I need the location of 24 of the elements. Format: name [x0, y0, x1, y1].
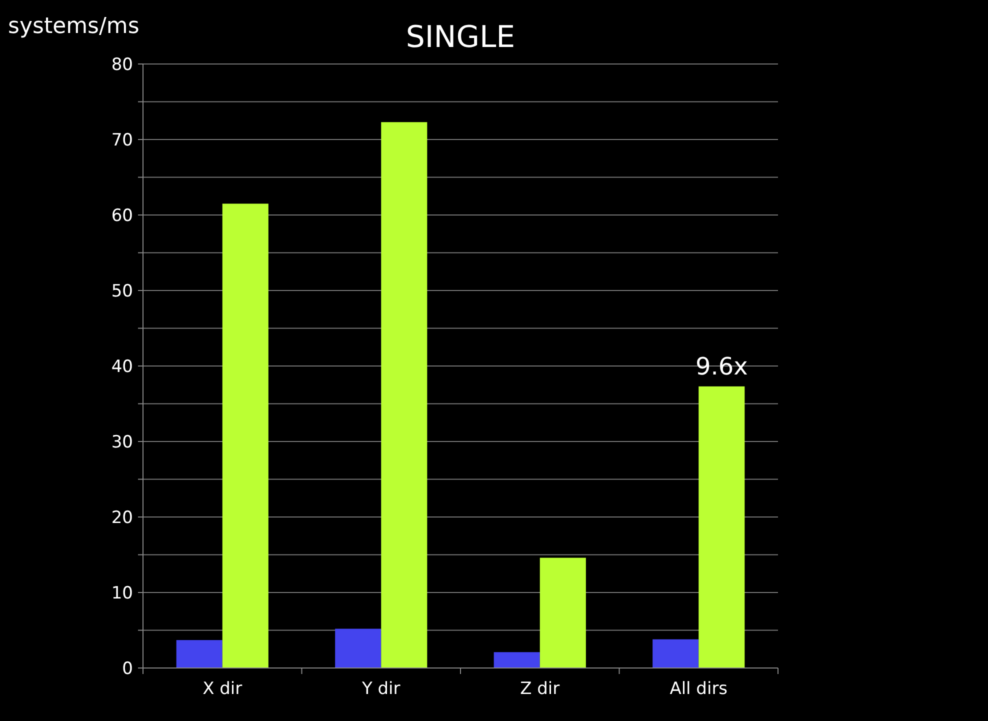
y-tick-label: 30: [111, 432, 133, 452]
annotation: 9.6x: [695, 352, 748, 380]
bar: [540, 558, 586, 668]
y-tick-label: 60: [111, 206, 133, 226]
y-tick-label: 0: [122, 658, 133, 679]
chart-title: SINGLE: [406, 20, 516, 55]
bar: [494, 652, 540, 668]
x-tick-label: Y dir: [360, 679, 400, 699]
bar: [698, 386, 745, 668]
bar: [335, 628, 382, 668]
x-tick-label: X dir: [202, 679, 242, 699]
bar: [176, 640, 222, 668]
x-tick-label: All dirs: [670, 679, 728, 699]
y-tick-label: 20: [111, 508, 133, 528]
y-tick-label: 40: [111, 356, 133, 377]
y-tick-label: 50: [111, 281, 133, 302]
y-tick-label: 10: [111, 583, 133, 604]
y-axis-title: systems/ms: [8, 14, 140, 39]
bar: [652, 639, 699, 668]
bar: [381, 122, 428, 668]
x-tick-label: Z dir: [520, 679, 560, 699]
bar: [222, 204, 268, 668]
y-tick-label: 80: [111, 54, 133, 75]
y-tick-label: 70: [111, 130, 133, 150]
